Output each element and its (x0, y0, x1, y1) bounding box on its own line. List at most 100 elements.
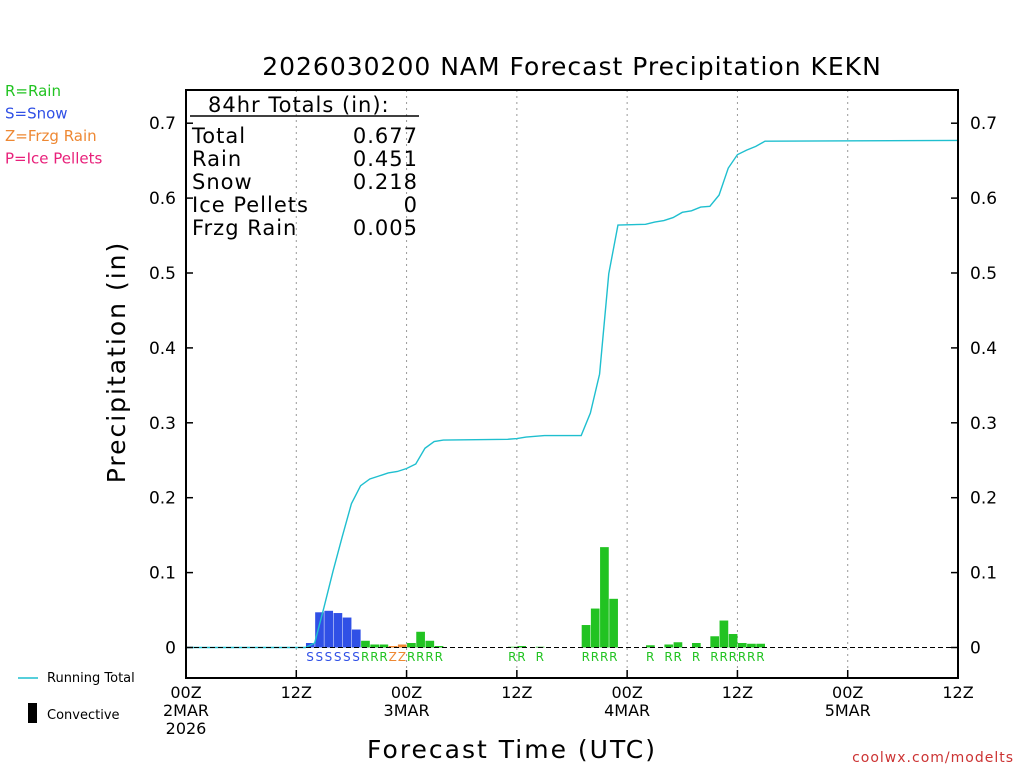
type-label-R: R (609, 650, 617, 664)
totals-box: 84hr Totals (in): Total 0.677 Rain 0.451 Snow… (190, 93, 419, 240)
bar-R-h63 (756, 643, 765, 648)
bar-R-h36 (508, 646, 517, 648)
y-axis-title: Precipitation (in) (102, 241, 131, 484)
y-tick-label-left: 0 (165, 639, 176, 659)
y-tick-label-right: 0.4 (970, 339, 997, 359)
x-tick-label: 00Z (391, 683, 422, 702)
totals-row-label: Ice Pellets (192, 193, 309, 217)
y-tick-label-right: 0.6 (970, 189, 997, 209)
bar-R-h28 (434, 646, 444, 648)
totals-row-value: 0.677 (353, 124, 418, 148)
legend-S: S=Snow (5, 105, 68, 123)
legend-R: R=Rain (5, 82, 61, 100)
x-tick-label: 12Z (722, 683, 753, 702)
running-total-legend-label: Running Total (47, 671, 135, 686)
running-total-series (186, 139, 959, 649)
totals-row-label: Frzg Rain (192, 216, 297, 240)
totals-row-value: 0.451 (353, 147, 418, 171)
convective-legend-label: Convective (47, 708, 120, 723)
totals-row-label: Total (191, 124, 246, 148)
bar-R-h47 (609, 598, 618, 648)
type-label-S: S (315, 650, 323, 664)
precip-type-legend: R=Rain S=Snow Z=Frzg Rain P=Ice Pellets (5, 82, 102, 168)
type-label-R: R (425, 650, 433, 664)
bar-Z-h24 (397, 644, 407, 648)
type-label-S: S (325, 650, 333, 664)
type-label-S: S (352, 650, 360, 664)
type-label-R: R (646, 650, 654, 664)
y-tick-label-right: 0.1 (970, 564, 997, 584)
bar-S-h19 (351, 629, 361, 648)
series-legend: Running Total Convective (18, 671, 135, 723)
totals-row-value: 0.005 (353, 216, 418, 240)
bar-R-h25 (407, 643, 416, 648)
type-label-R: R (591, 650, 599, 664)
type-label-Z: Z (398, 650, 406, 664)
type-label-R: R (379, 650, 387, 664)
legend-P: P=Ice Pellets (5, 150, 102, 168)
bar-R-h59 (719, 620, 729, 648)
bar-R-h44 (581, 625, 591, 648)
type-label-R: R (416, 650, 424, 664)
type-label-R: R (435, 650, 443, 664)
y-tick-label-left: 0.2 (149, 489, 176, 509)
bar-S-h15 (315, 612, 324, 648)
x-axis-title: Forecast Time (UTC) (367, 735, 657, 764)
type-label-R: R (738, 650, 746, 664)
totals-row-value: 0 (404, 193, 418, 217)
chart-title: 2026030200 NAM Forecast Precipitation KE… (262, 52, 882, 81)
y-tick-label-left: 0.3 (149, 414, 176, 434)
bar-S-h17 (333, 613, 343, 648)
totals-row-label: Snow (192, 170, 253, 194)
type-label-R: R (600, 650, 608, 664)
bar-R-h21 (370, 644, 379, 648)
grid-lines (295, 90, 849, 678)
x-tick-label: 4MAR (604, 701, 650, 720)
running-total-line (186, 139, 959, 649)
y-tick-label-left: 0.1 (149, 564, 176, 584)
y-tick-label-right: 0.5 (970, 264, 997, 284)
bar-Z-h23 (388, 646, 398, 648)
x-tick-label: 00Z (832, 683, 863, 702)
type-label-R: R (582, 650, 590, 664)
x-tick-label: 12Z (501, 683, 532, 702)
totals-heading: 84hr Totals (in): (208, 93, 390, 117)
bar-R-h37 (517, 646, 527, 648)
type-label-R: R (370, 650, 378, 664)
convective-swatch (28, 703, 37, 723)
bar-R-h20 (361, 640, 370, 648)
type-label-R: R (508, 650, 516, 664)
y-tick-label-right: 0 (970, 639, 981, 659)
y-tick-label-right: 0.2 (970, 489, 997, 509)
bar-R-h27 (425, 640, 435, 648)
bar-R-h51 (646, 645, 655, 648)
x-tick-label: 2MAR (163, 701, 209, 720)
type-label-R: R (747, 650, 755, 664)
type-label-S: S (334, 650, 342, 664)
bar-R-h45 (590, 608, 600, 648)
type-label-S: S (306, 650, 314, 664)
bar-R-h53 (664, 644, 674, 648)
type-label-R: R (710, 650, 718, 664)
y-tick-label-left: 0.7 (149, 114, 176, 134)
bar-S-h18 (342, 617, 352, 648)
type-label-R: R (361, 650, 369, 664)
type-label-R: R (719, 650, 727, 664)
plot-frame (185, 89, 959, 679)
x-tick-label: 5MAR (825, 701, 871, 720)
bar-S-h16 (324, 610, 334, 648)
type-label-S: S (343, 650, 351, 664)
y-tick-label-right: 0.3 (970, 414, 997, 434)
x-tick-label: 12Z (942, 683, 973, 702)
type-label-R: R (536, 650, 544, 664)
totals-row-value: 0.218 (353, 170, 418, 194)
x-tick-label: 00Z (170, 683, 201, 702)
bar-R-h22 (379, 644, 389, 648)
type-label-R: R (674, 650, 682, 664)
bar-R-h60 (728, 634, 738, 648)
bar-series (305, 547, 765, 648)
y-tick-label-left: 0.4 (149, 339, 176, 359)
type-label-R: R (692, 650, 700, 664)
type-label-R: R (756, 650, 764, 664)
